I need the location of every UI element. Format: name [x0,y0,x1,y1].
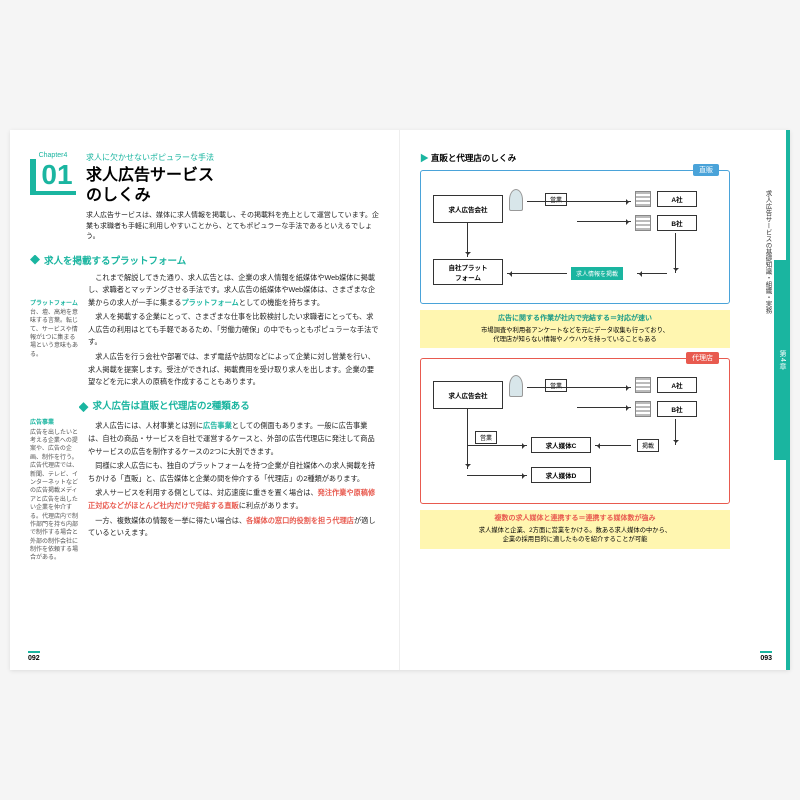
para: 一方、複数媒体の情報を一挙に得たい場合は、各媒体の窓口的役割を担う代理店が適して… [88,515,379,540]
chapter-badge: Chapter4 01 [30,152,76,243]
node-b: B社 [657,401,697,417]
arrow [637,273,667,274]
overline: 求人に欠かせないポピュラーな手法 [86,152,379,163]
book-spread: Chapter4 01 求人に欠かせないポピュラーな手法 求人広告サービス のし… [10,130,790,670]
node-b: B社 [657,215,697,231]
margin-note-1: プラットフォーム 台、壇、高地を意味する言葉。転じて、サービスや情報が1つに集ま… [30,300,80,360]
label-post: 掲載 [637,439,659,452]
title-block: 求人に欠かせないポピュラーな手法 求人広告サービス のしくみ 求人広告サービスは… [86,152,379,243]
arrow [595,445,631,446]
node-media-d: 求人媒体D [531,467,591,483]
node-media-c: 求人媒体C [531,437,591,453]
margin-term: 広告事業 [30,419,80,427]
arrow [577,407,631,408]
label-sales: 営業 [545,193,567,206]
arrow [577,221,631,222]
chapter-label: Chapter4 [30,152,76,159]
arrow [467,445,527,446]
label-sales: 営業 [545,379,567,392]
diagram-title-text: 直販と代理店のしくみ [431,153,516,163]
arrow [675,419,676,445]
chapter-number: 01 [30,159,76,195]
para: 求人広告には、人材事業とは別に広告事業としての側面もあります。一般に広告事業は、… [88,420,379,458]
building-icon [635,191,651,207]
body-wrap-1: プラットフォーム 台、壇、高地を意味する言葉。転じて、サービスや情報が1つに集ま… [30,272,379,581]
callout-headline: 広告に関する作業が社内で完結する＝対応が速い [426,314,724,325]
side-running-label: 求人広告サービスの基礎知識・組織・実務 [762,190,772,314]
subhead-2: 求人広告は直販と代理店の2種類ある [79,399,380,416]
label-sales: 営業 [475,431,497,444]
arrow [467,223,468,257]
arrow [527,387,631,388]
margin-column: プラットフォーム 台、壇、高地を意味する言葉。転じて、サービスや情報が1つに集ま… [30,272,80,581]
arrow [467,475,527,476]
building-icon [635,215,651,231]
callout-agency: 複数の求人媒体と連携する＝連携する媒体数が強み 求人媒体と企業、2方面に営業をか… [420,510,730,548]
node-a: A社 [657,377,697,393]
arrow [507,273,567,274]
callout-headline: 複数の求人媒体と連携する＝連携する媒体数が強み [426,514,724,525]
para: 同様に求人広告にも、独自のプラットフォームを持つ企業が自社媒体への求人掲載を持ち… [88,460,379,485]
building-icon [635,401,651,417]
page-number-left: 092 [28,651,40,662]
diagram-agency: 代理店 求人広告会社 営業 A社 B社 営業 求人媒体C 求人媒体D 掲載 [420,358,730,504]
arrow [675,233,676,273]
arrow [467,409,468,469]
body-column: これまで解説してきた通り、求人広告とは、企業の求人情報を紙媒体やWeb媒体に掲載… [88,272,379,581]
node-company: 求人広告会社 [433,195,503,223]
callout-body: 求人媒体と企業、2方面に営業をかける。数ある求人媒体の中から、 企業の採用目的に… [479,527,671,543]
building-icon [635,377,651,393]
page-left: Chapter4 01 求人に欠かせないポピュラーな手法 求人広告サービス のし… [10,130,400,670]
lead-text: 求人広告サービスは、媒体に求人情報を掲載し、その掲載料を売上として運営しています… [86,211,379,243]
callout-direct: 広告に関する作業が社内で完結する＝対応が速い 市場調査や利用者アンケートなどを元… [420,310,730,348]
node-platform: 自社プラット フォーム [433,259,503,285]
chapter-header: Chapter4 01 求人に欠かせないポピュラーな手法 求人広告サービス のし… [30,152,379,243]
subhead-1: 求人を掲載するプラットフォーム [30,253,379,267]
diagram-canvas-agency: 求人広告会社 営業 A社 B社 営業 求人媒体C 求人媒体D 掲載 [427,367,723,497]
node-company: 求人広告会社 [433,381,503,409]
tag-direct: 直販 [693,164,719,176]
callout-body: 市場調査や利用者アンケートなどを元にデータ収集も行っており、 代理店が知らない情… [481,327,669,343]
diagram-title: ▶ 直販と代理店のしくみ [420,152,770,164]
diagram-canvas-direct: 求人広告会社 営業 A社 B社 自社プラット フォーム 求人情報を掲載 [427,179,723,297]
margin-term: プラットフォーム [30,300,80,308]
side-tab: 第4章 [774,260,790,460]
label-post: 求人情報を掲載 [571,267,623,280]
diagram-direct: 直販 求人広告会社 営業 A社 B社 自社プラット フォーム 求人情報を掲載 [420,170,730,304]
tag-agency: 代理店 [686,352,719,364]
margin-body: 台、壇、高地を意味する言葉。転じて、サービスや情報が1つに集まる場という意味もあ… [30,309,80,359]
side-tab-label: 第4章 [777,350,787,371]
person-icon [509,189,523,211]
para: 求人広告を行う会社や部署では、まず電話や訪問などによって企業に対し営業を行い、求… [88,351,379,389]
main-title: 求人広告サービス のしくみ [86,166,379,206]
node-a: A社 [657,191,697,207]
margin-body: 広告を出したいと考える企業への提案や、広告の企画、制作を行う。広告代理店では、新… [30,429,80,563]
person-icon [509,375,523,397]
para: これまで解説してきた通り、求人広告とは、企業の求人情報を紙媒体やWeb媒体に掲載… [88,272,379,310]
page-right: 第4章 求人広告サービスの基礎知識・組織・実務 ▶ 直販と代理店のしくみ 直販 … [400,130,790,670]
margin-note-2: 広告事業 広告を出したいと考える企業への提案や、広告の企画、制作を行う。広告代理… [30,419,80,563]
page-number-right: 093 [760,651,772,662]
para: 求人を掲載する企業にとって、さまざまな仕事を比較検討したい求職者にとっても、求人… [88,311,379,349]
para: 求人サービスを利用する側としては、対応速度に重きを置く場合は、発注作業や原稿修正… [88,487,379,512]
arrow [527,201,631,202]
